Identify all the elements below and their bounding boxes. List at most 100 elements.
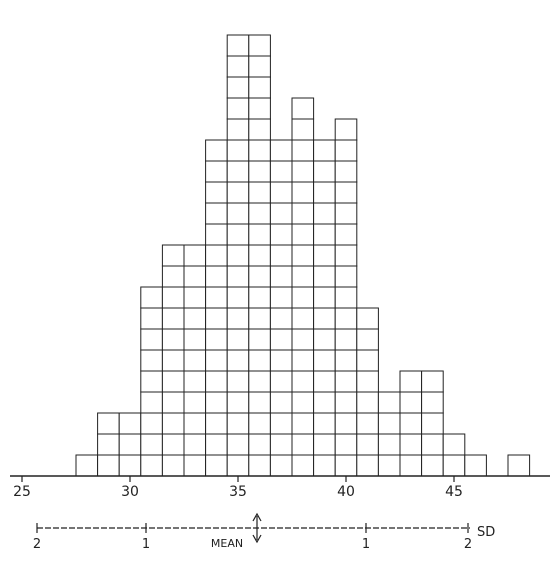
bar-cell xyxy=(421,454,444,477)
histogram-bar xyxy=(507,454,531,477)
bar-cell xyxy=(248,286,271,309)
bar-cell xyxy=(313,433,336,456)
bar-cell xyxy=(248,202,271,225)
bar-cell xyxy=(248,370,271,393)
bar-cell xyxy=(464,454,487,477)
histogram-bar xyxy=(334,118,358,477)
bar-cell xyxy=(248,223,271,246)
bar-cell xyxy=(226,370,250,393)
bar-cell xyxy=(248,97,271,120)
bar-cell xyxy=(356,370,379,393)
bar-cell xyxy=(248,412,271,435)
bar-cell xyxy=(421,370,444,393)
bar-cell xyxy=(334,265,358,288)
bar-cell xyxy=(248,181,271,204)
bar-cell xyxy=(313,307,336,330)
histogram-bar xyxy=(75,454,99,477)
bar-cell xyxy=(356,307,379,330)
sd-label-left-1: 1 xyxy=(142,537,150,552)
bar-cell xyxy=(205,412,228,435)
bar-cell xyxy=(140,328,163,351)
histogram-bar xyxy=(464,454,487,477)
bar-cell xyxy=(291,181,315,204)
bar-cell xyxy=(161,328,185,351)
bar-cell xyxy=(291,286,315,309)
bar-cell xyxy=(291,370,315,393)
bar-cell xyxy=(75,454,99,477)
bar-cell xyxy=(248,244,271,267)
bar-cell xyxy=(269,307,293,330)
bar-cell xyxy=(140,433,163,456)
bar-cell xyxy=(226,328,250,351)
histogram-bar xyxy=(291,97,315,477)
bar-cell xyxy=(226,244,250,267)
bar-cell xyxy=(313,181,336,204)
bar-cell xyxy=(183,391,207,414)
bar-cell xyxy=(248,265,271,288)
bar-cell xyxy=(226,412,250,435)
bar-cell xyxy=(248,139,271,162)
bar-cell xyxy=(118,412,142,435)
bar-cell xyxy=(269,286,293,309)
bar-cell xyxy=(205,433,228,456)
bar-cell xyxy=(183,370,207,393)
bar-cell xyxy=(313,202,336,225)
x-tick-label: 25 xyxy=(13,484,31,500)
bar-cell xyxy=(291,412,315,435)
bar-cell xyxy=(334,307,358,330)
bar-cell xyxy=(183,328,207,351)
bar-cell xyxy=(226,97,250,120)
bar-cell xyxy=(97,454,120,477)
bar-cell xyxy=(269,223,293,246)
bar-cell xyxy=(269,181,293,204)
bar-cell xyxy=(291,328,315,351)
bar-cell xyxy=(356,412,379,435)
bar-cell xyxy=(226,454,250,477)
bar-cell xyxy=(334,370,358,393)
histogram-bar xyxy=(248,34,271,477)
bar-cell xyxy=(140,412,163,435)
bar-cell xyxy=(183,244,207,267)
bar-cell xyxy=(248,391,271,414)
bar-cell xyxy=(356,349,379,372)
bar-cell xyxy=(161,454,185,477)
bar-cell xyxy=(161,349,185,372)
bar-cell xyxy=(226,55,250,78)
bar-cell xyxy=(205,181,228,204)
bar-cell xyxy=(442,433,466,456)
bar-cell xyxy=(161,286,185,309)
bar-cell xyxy=(313,286,336,309)
bar-cell xyxy=(291,160,315,183)
bar-cell xyxy=(183,265,207,288)
bar-cell xyxy=(118,433,142,456)
bar-cell xyxy=(183,286,207,309)
bar-cell xyxy=(161,433,185,456)
bar-cell xyxy=(291,118,315,141)
bar-cell xyxy=(183,433,207,456)
bar-cell xyxy=(161,370,185,393)
histogram-bar xyxy=(205,139,228,477)
bar-cell xyxy=(399,370,423,393)
histogram-bar xyxy=(118,412,142,477)
bar-cell xyxy=(334,412,358,435)
x-tick-label: 30 xyxy=(121,484,139,500)
bar-cell xyxy=(248,76,271,99)
bar-cell xyxy=(226,433,250,456)
bar-cell xyxy=(269,349,293,372)
histogram-bar xyxy=(313,139,336,477)
bar-cell xyxy=(507,454,531,477)
bar-cell xyxy=(356,433,379,456)
bar-cell xyxy=(248,118,271,141)
bar-cell xyxy=(269,139,293,162)
bar-cell xyxy=(334,349,358,372)
bar-cell xyxy=(334,286,358,309)
bar-cell xyxy=(269,412,293,435)
bar-cell xyxy=(356,454,379,477)
bar-cell xyxy=(248,307,271,330)
bar-cell xyxy=(140,286,163,309)
bar-cell xyxy=(399,454,423,477)
x-tick-label: 40 xyxy=(337,484,355,500)
histogram-bars xyxy=(75,34,531,477)
bar-cell xyxy=(248,454,271,477)
